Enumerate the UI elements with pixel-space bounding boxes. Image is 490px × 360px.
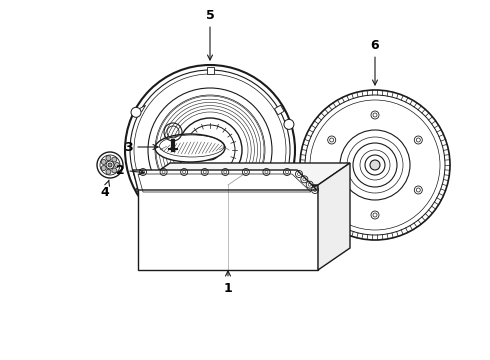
Circle shape: [112, 157, 117, 162]
Polygon shape: [274, 105, 284, 115]
Circle shape: [370, 160, 380, 170]
Text: 5: 5: [206, 9, 215, 60]
Polygon shape: [274, 185, 284, 195]
Circle shape: [108, 163, 112, 167]
Polygon shape: [136, 185, 146, 195]
Text: 1: 1: [223, 271, 232, 294]
Circle shape: [205, 145, 215, 155]
Text: 6: 6: [371, 39, 379, 85]
Polygon shape: [138, 185, 318, 270]
Text: 4: 4: [100, 180, 110, 198]
Polygon shape: [138, 163, 350, 185]
Circle shape: [101, 159, 106, 165]
Text: 2: 2: [116, 163, 144, 176]
Circle shape: [284, 120, 294, 129]
Circle shape: [131, 107, 141, 117]
Circle shape: [112, 168, 117, 173]
Polygon shape: [318, 163, 350, 270]
Text: 3: 3: [123, 140, 158, 153]
Ellipse shape: [155, 134, 225, 162]
Circle shape: [115, 162, 120, 167]
Polygon shape: [206, 67, 214, 73]
Circle shape: [106, 156, 111, 161]
Circle shape: [106, 169, 111, 174]
Polygon shape: [136, 105, 146, 115]
Polygon shape: [206, 226, 214, 234]
Polygon shape: [133, 170, 317, 190]
Circle shape: [205, 228, 215, 238]
Circle shape: [101, 166, 106, 171]
